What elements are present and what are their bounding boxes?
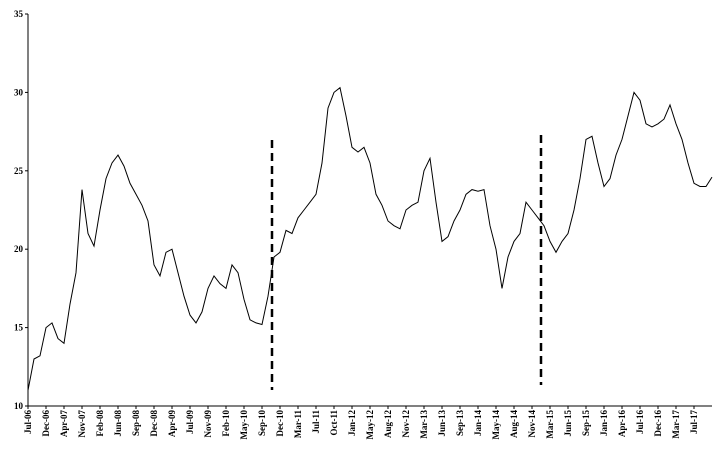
x-tick-label: Jul-17 xyxy=(689,410,699,435)
y-tick-label: 30 xyxy=(14,87,24,97)
x-tick-label: Dec-16 xyxy=(653,410,663,437)
x-tick-label: Sep-10 xyxy=(257,410,267,437)
x-tick-label: Nov-09 xyxy=(203,410,213,438)
y-tick-label: 15 xyxy=(14,323,24,333)
x-tick-label: Jun-13 xyxy=(437,410,447,437)
x-tick-label: Mar-11 xyxy=(293,410,303,439)
x-tick-label: Apr-16 xyxy=(617,410,627,438)
x-tick-label: Mar-17 xyxy=(671,410,681,439)
x-tick-label: Apr-09 xyxy=(167,410,177,438)
x-tick-label: Oct-11 xyxy=(329,410,339,436)
x-tick-label: Jan-12 xyxy=(347,410,357,437)
y-tick-label: 20 xyxy=(14,244,24,254)
x-tick-label: Apr-07 xyxy=(59,410,69,438)
x-tick-label: Feb-08 xyxy=(95,410,105,437)
x-tick-label: Nov-07 xyxy=(77,410,87,438)
x-tick-label: Dec-06 xyxy=(41,410,51,437)
x-tick-label: May-10 xyxy=(239,410,249,440)
x-tick-label: May-12 xyxy=(365,410,375,440)
x-tick-label: Dec-10 xyxy=(275,410,285,437)
x-tick-label: Jun-15 xyxy=(563,410,573,437)
y-tick-label: 10 xyxy=(14,401,24,411)
x-tick-label: Sep-08 xyxy=(131,410,141,437)
x-tick-label: Jan-16 xyxy=(599,410,609,437)
x-tick-label: Mar-15 xyxy=(545,410,555,439)
x-tick-label: Nov-14 xyxy=(527,410,537,438)
x-tick-label: Jun-08 xyxy=(113,410,123,437)
x-tick-label: Jul-09 xyxy=(185,410,195,435)
x-tick-label: Jul-16 xyxy=(635,410,645,435)
y-tick-label: 35 xyxy=(14,9,24,19)
x-tick-label: Feb-10 xyxy=(221,410,231,437)
x-tick-label: Dec-08 xyxy=(149,410,159,437)
x-tick-label: Jul-06 xyxy=(23,410,33,435)
x-tick-label: Sep-15 xyxy=(581,410,591,437)
x-tick-label: Sep-13 xyxy=(455,410,465,437)
y-tick-label: 25 xyxy=(14,166,24,176)
x-tick-label: Jul-11 xyxy=(311,410,321,434)
x-tick-label: Aug-12 xyxy=(383,410,393,439)
x-tick-label: May-14 xyxy=(491,410,501,440)
x-tick-label: Mar-13 xyxy=(419,410,429,439)
x-tick-label: Nov-12 xyxy=(401,410,411,438)
series-line xyxy=(27,86,713,391)
x-tick-label: Jan-14 xyxy=(473,410,483,437)
x-tick-label: Aug-14 xyxy=(509,410,519,439)
